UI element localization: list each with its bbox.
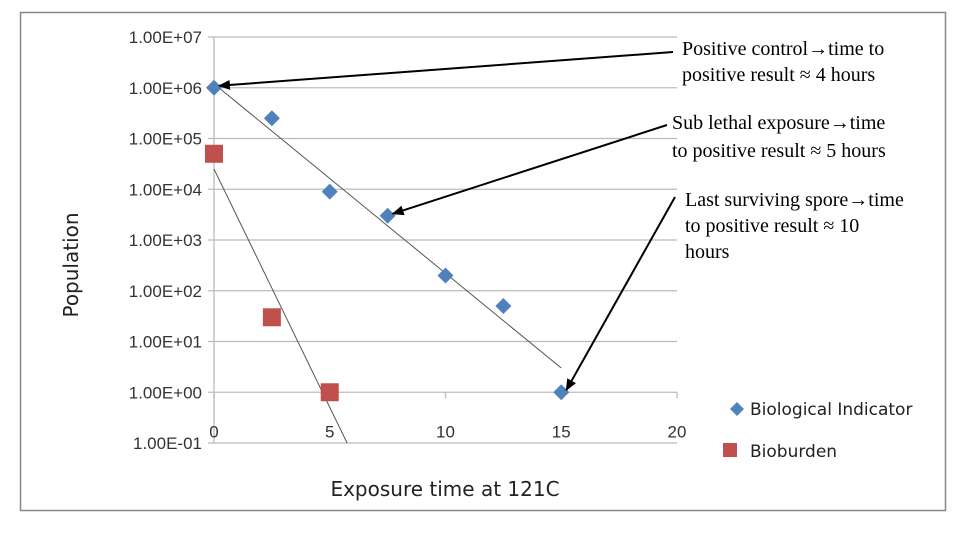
gridlines bbox=[208, 36, 678, 444]
data-point-biological-indicator bbox=[263, 110, 280, 127]
x-tick-label: 0 bbox=[209, 422, 218, 441]
annotation-arrow bbox=[391, 124, 668, 216]
data-point-biological-indicator bbox=[206, 79, 222, 96]
y-tick-label: 1.00E+02 bbox=[129, 282, 202, 301]
annotation-text: hours bbox=[685, 241, 730, 263]
data-point-biological-indicator bbox=[553, 384, 570, 401]
data-point-bioburden bbox=[262, 308, 281, 327]
y-tick-label: 1.00E-01 bbox=[133, 434, 202, 453]
x-tick-label: 5 bbox=[325, 422, 334, 441]
annotation-text: to positive result ≈ 10 bbox=[685, 215, 859, 237]
y-tick-label: 1.00E+04 bbox=[129, 180, 202, 199]
legend-marker-biological-indicator bbox=[730, 402, 744, 416]
data-point-biological-indicator bbox=[321, 183, 338, 200]
data-point-bioburden bbox=[320, 383, 339, 402]
annotations: Positive control→time to positive result … bbox=[672, 38, 904, 263]
x-tick-labels: 0 5 10 15 20 bbox=[209, 422, 686, 441]
legend: Biological Indicator Bioburden bbox=[723, 400, 912, 462]
data-point-biological-indicator bbox=[495, 298, 512, 315]
y-tick-label: 1.00E+06 bbox=[129, 79, 202, 98]
y-tick-label: 1.00E+01 bbox=[129, 333, 202, 352]
data-point-biological-indicator bbox=[437, 267, 454, 284]
legend-label-bioburden: Bioburden bbox=[750, 442, 837, 462]
chart-border bbox=[19, 11, 947, 512]
annotation-text: Last surviving spore→time bbox=[685, 189, 904, 211]
x-tick-label: 20 bbox=[668, 422, 687, 441]
annotation-text: Sub lethal exposure→time bbox=[672, 112, 885, 134]
x-axis-label: Exposure time at 121C bbox=[330, 477, 559, 501]
x-tick-label: 10 bbox=[436, 422, 455, 441]
y-tick-label: 1.00E+00 bbox=[129, 383, 202, 402]
y-tick-label: 1.00E+05 bbox=[129, 130, 202, 149]
y-axis-label: Population bbox=[59, 212, 83, 317]
x-tick-label: 15 bbox=[552, 422, 571, 441]
y-tick-label: 1.00E+03 bbox=[129, 231, 202, 250]
annotation-text: positive result ≈ 4 hours bbox=[682, 64, 875, 86]
annotation-arrow bbox=[565, 196, 676, 392]
y-tick-labels: 1.00E+07 1.00E+06 1.00E+05 1.00E+04 1.00E+03… bbox=[129, 28, 202, 453]
legend-label-biological-indicator: Biological Indicator bbox=[750, 400, 912, 420]
data-points bbox=[205, 79, 570, 402]
legend-marker-bioburden bbox=[723, 443, 737, 457]
annotation-text: to positive result ≈ 5 hours bbox=[672, 140, 886, 162]
annotation-arrow bbox=[218, 51, 674, 90]
data-point-bioburden bbox=[205, 144, 223, 163]
annotation-arrows bbox=[218, 51, 676, 392]
trendline-biological-indicator bbox=[213, 83, 562, 369]
y-tick-label: 1.00E+07 bbox=[129, 28, 202, 47]
data-point-biological-indicator bbox=[379, 207, 396, 224]
annotation-text: Positive control→time to bbox=[682, 38, 884, 60]
